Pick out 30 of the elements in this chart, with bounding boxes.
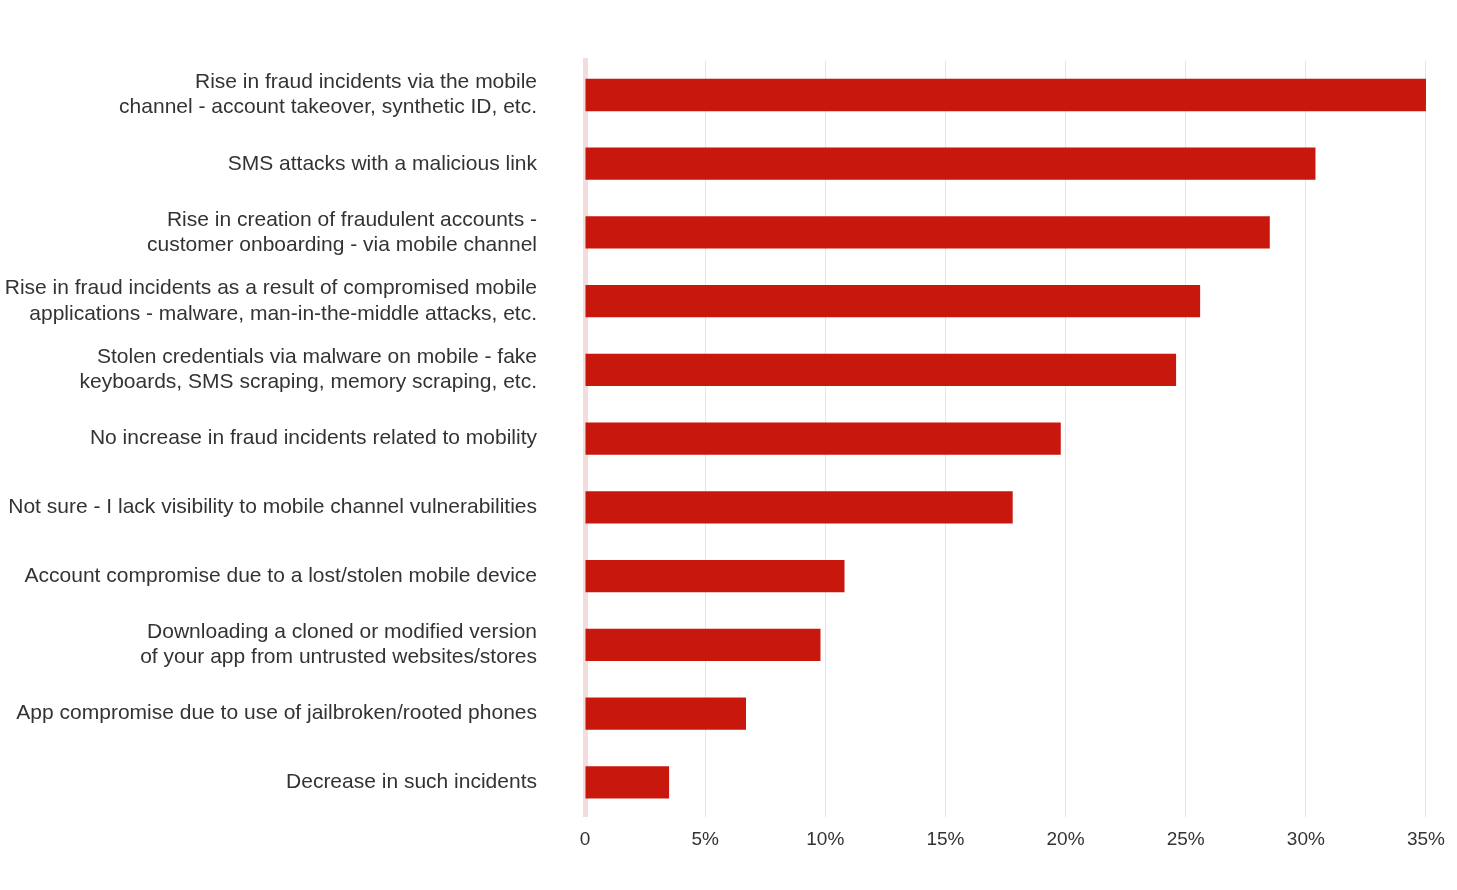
- x-tick-label: 20%: [1046, 828, 1085, 850]
- bar: [585, 353, 1177, 387]
- bar: [585, 285, 1201, 318]
- bar: [585, 697, 746, 730]
- y-tick-label: App compromise due to use of jailbroken/rooted phones: [16, 700, 537, 724]
- bar: [585, 766, 670, 799]
- x-tick-label: 35%: [1406, 828, 1446, 850]
- bar: [585, 628, 821, 662]
- bar: [585, 560, 845, 593]
- y-tick-label: Account compromise due to a lost/stolen mobile device: [24, 562, 537, 586]
- x-tick-label: 5%: [691, 828, 719, 850]
- y-tick-label: Stolen credentials via malware on mobile - fake keyboards, SMS scraping, memory scraping, etc.: [79, 344, 537, 393]
- y-tick-label: No increase in fraud incidents related to mobility: [89, 425, 538, 449]
- y-tick-label: Rise in creation of fraudulent accounts - customer onboarding - via mobile channel: [147, 206, 537, 255]
- bar: [585, 491, 1013, 524]
- x-tick-label: 10%: [806, 828, 845, 850]
- bar: [585, 78, 1426, 112]
- bar: [585, 147, 1316, 180]
- bar: [585, 216, 1270, 249]
- y-tick-label: Decrease in such incidents: [286, 769, 537, 793]
- x-tick-label: 25%: [1166, 828, 1205, 850]
- y-tick-label: SMS attacks with a malicious link: [227, 150, 538, 174]
- y-tick-label: Downloading a cloned or modified version of your app from untrusted websites/stores: [140, 619, 537, 668]
- x-tick-label: 30%: [1286, 828, 1325, 850]
- x-tick-label: 15%: [926, 828, 965, 850]
- y-tick-label: Rise in fraud incidents as a result of compromised mobile applications - malware, man-in-the-middle attacks, etc.: [4, 275, 537, 324]
- x-tick-label: 0: [579, 828, 591, 850]
- bar: [585, 422, 1061, 455]
- y-tick-label: Rise in fraud incidents via the mobile channel - account takeover, synthetic ID, etc.: [119, 69, 537, 118]
- y-tick-label: Not sure - I lack visibility to mobile channel vulnerabilities: [8, 494, 537, 518]
